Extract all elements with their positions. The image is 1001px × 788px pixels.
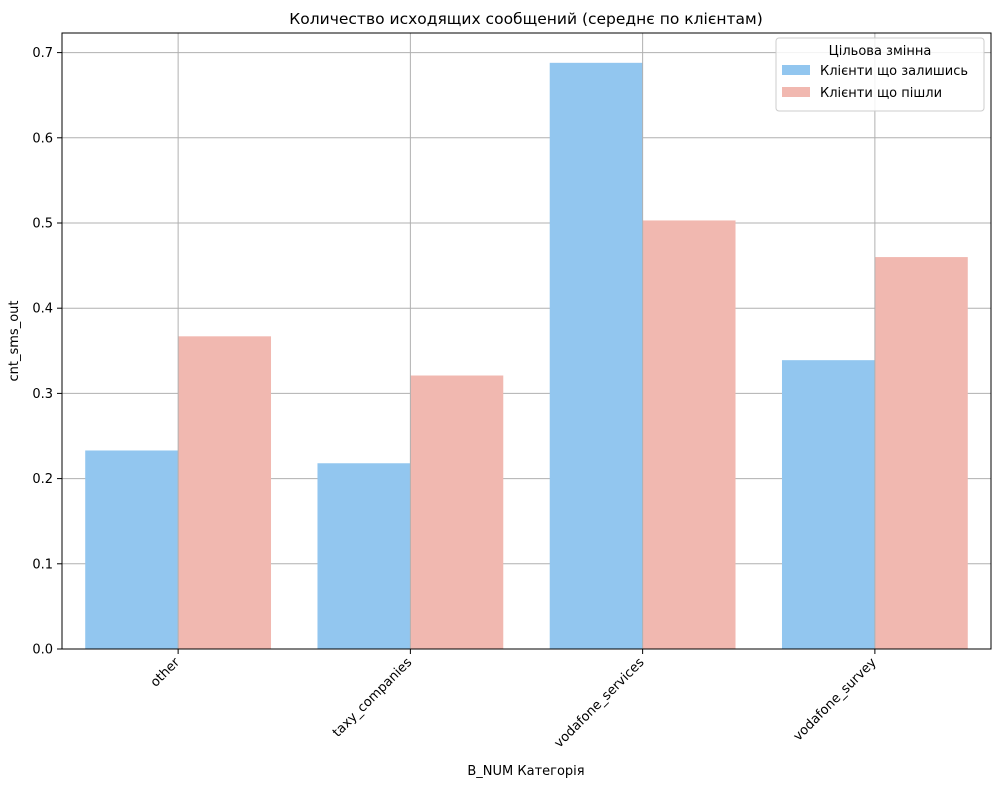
legend-swatch-left xyxy=(782,87,810,97)
legend: Цільова змінна Клієнти що залишись Клієн… xyxy=(776,38,984,111)
legend-label-left: Клієнти що пішли xyxy=(820,86,942,101)
bars xyxy=(85,63,968,649)
bar-taxy_companies-stayed xyxy=(317,463,410,649)
chart-title: Количество исходящих сообщений (середнє … xyxy=(289,10,763,28)
legend-swatch-stayed xyxy=(782,65,810,75)
y-axis: 0.0 0.1 0.2 0.3 0.4 0.5 0.6 0.7 xyxy=(32,46,62,657)
x-tick-label: other xyxy=(148,655,184,691)
vertical-grid xyxy=(178,33,875,649)
bar-other-left xyxy=(178,336,271,649)
y-tick-label: 0.5 xyxy=(32,216,53,231)
y-tick-label: 0.7 xyxy=(32,46,53,61)
legend-title: Цільова змінна xyxy=(829,44,932,59)
y-tick-label: 0.0 xyxy=(32,643,53,658)
y-tick-label: 0.1 xyxy=(32,557,53,572)
y-tick-label: 0.4 xyxy=(32,302,53,317)
bar-vodafone_survey-stayed xyxy=(782,360,875,649)
x-tick-label: vodafone_services xyxy=(552,655,648,751)
x-axis-label: B_NUM Категорія xyxy=(467,764,584,779)
x-tick-label: taxy_companies xyxy=(330,655,415,740)
bar-vodafone_survey-left xyxy=(875,257,968,649)
bar-vodafone_services-stayed xyxy=(550,63,643,649)
y-tick-label: 0.2 xyxy=(32,472,53,487)
bar-vodafone_services-left xyxy=(643,220,736,649)
bar-taxy_companies-left xyxy=(410,376,503,649)
y-tick-label: 0.3 xyxy=(32,387,53,402)
x-tick-label: vodafone_survey xyxy=(791,655,880,744)
x-axis: other taxy_companies vodafone_services voda… xyxy=(148,649,880,751)
y-tick-label: 0.6 xyxy=(32,131,53,146)
legend-label-stayed: Клієнти що залишись xyxy=(820,64,968,79)
y-axis-label: cnt_sms_out xyxy=(7,301,22,382)
bar-other-stayed xyxy=(85,450,178,649)
